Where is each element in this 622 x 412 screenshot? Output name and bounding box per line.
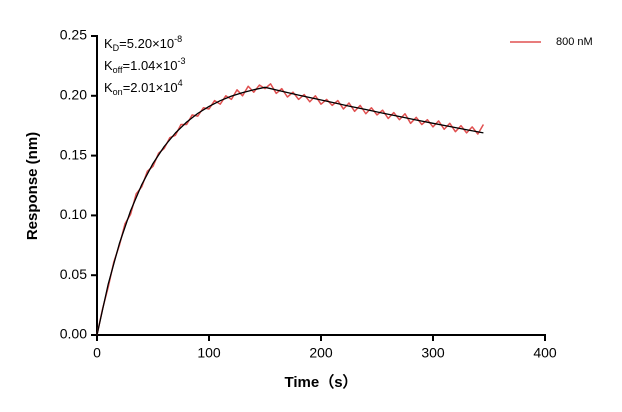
y-tick-label: 0.25	[60, 27, 87, 43]
annotation-subscript: off	[113, 65, 123, 75]
annotation-superscript: 4	[178, 78, 183, 88]
annotation-symbol: K	[104, 80, 113, 95]
annotation: KD=5.20×10-8	[104, 34, 182, 53]
x-tick-label: 200	[309, 345, 333, 361]
annotation-text: =2.01×10	[123, 80, 178, 95]
annotation: Koff=1.04×10-3	[104, 56, 185, 75]
x-tick-label: 0	[93, 345, 101, 361]
legend-label: 800 nM	[556, 36, 593, 48]
x-tick-label: 300	[421, 345, 445, 361]
annotation-symbol: K	[104, 58, 113, 73]
annotation-superscript: -3	[177, 56, 185, 66]
annotation-symbol: K	[104, 36, 113, 51]
annotation-subscript: on	[113, 87, 123, 97]
y-tick-label: 0.10	[60, 206, 87, 222]
fit-line	[96, 86, 484, 336]
y-tick-label: 0.15	[60, 146, 87, 162]
x-tick-label: 400	[533, 345, 557, 361]
annotation-superscript: -8	[174, 34, 182, 44]
annotation: Kon=2.01×104	[104, 78, 183, 97]
annotation-subscript: D	[113, 43, 120, 53]
x-tick-label: 100	[197, 345, 221, 361]
x-axis-title: Time（s）	[284, 373, 357, 391]
y-tick-label: 0.20	[60, 87, 87, 103]
y-tick-label: 0.00	[60, 326, 87, 342]
y-tick-label: 0.05	[60, 266, 87, 282]
annotation-text: =1.04×10	[123, 58, 178, 73]
y-axis-title: Response (nm)	[24, 132, 41, 240]
annotation-text: =5.20×10	[119, 36, 174, 51]
